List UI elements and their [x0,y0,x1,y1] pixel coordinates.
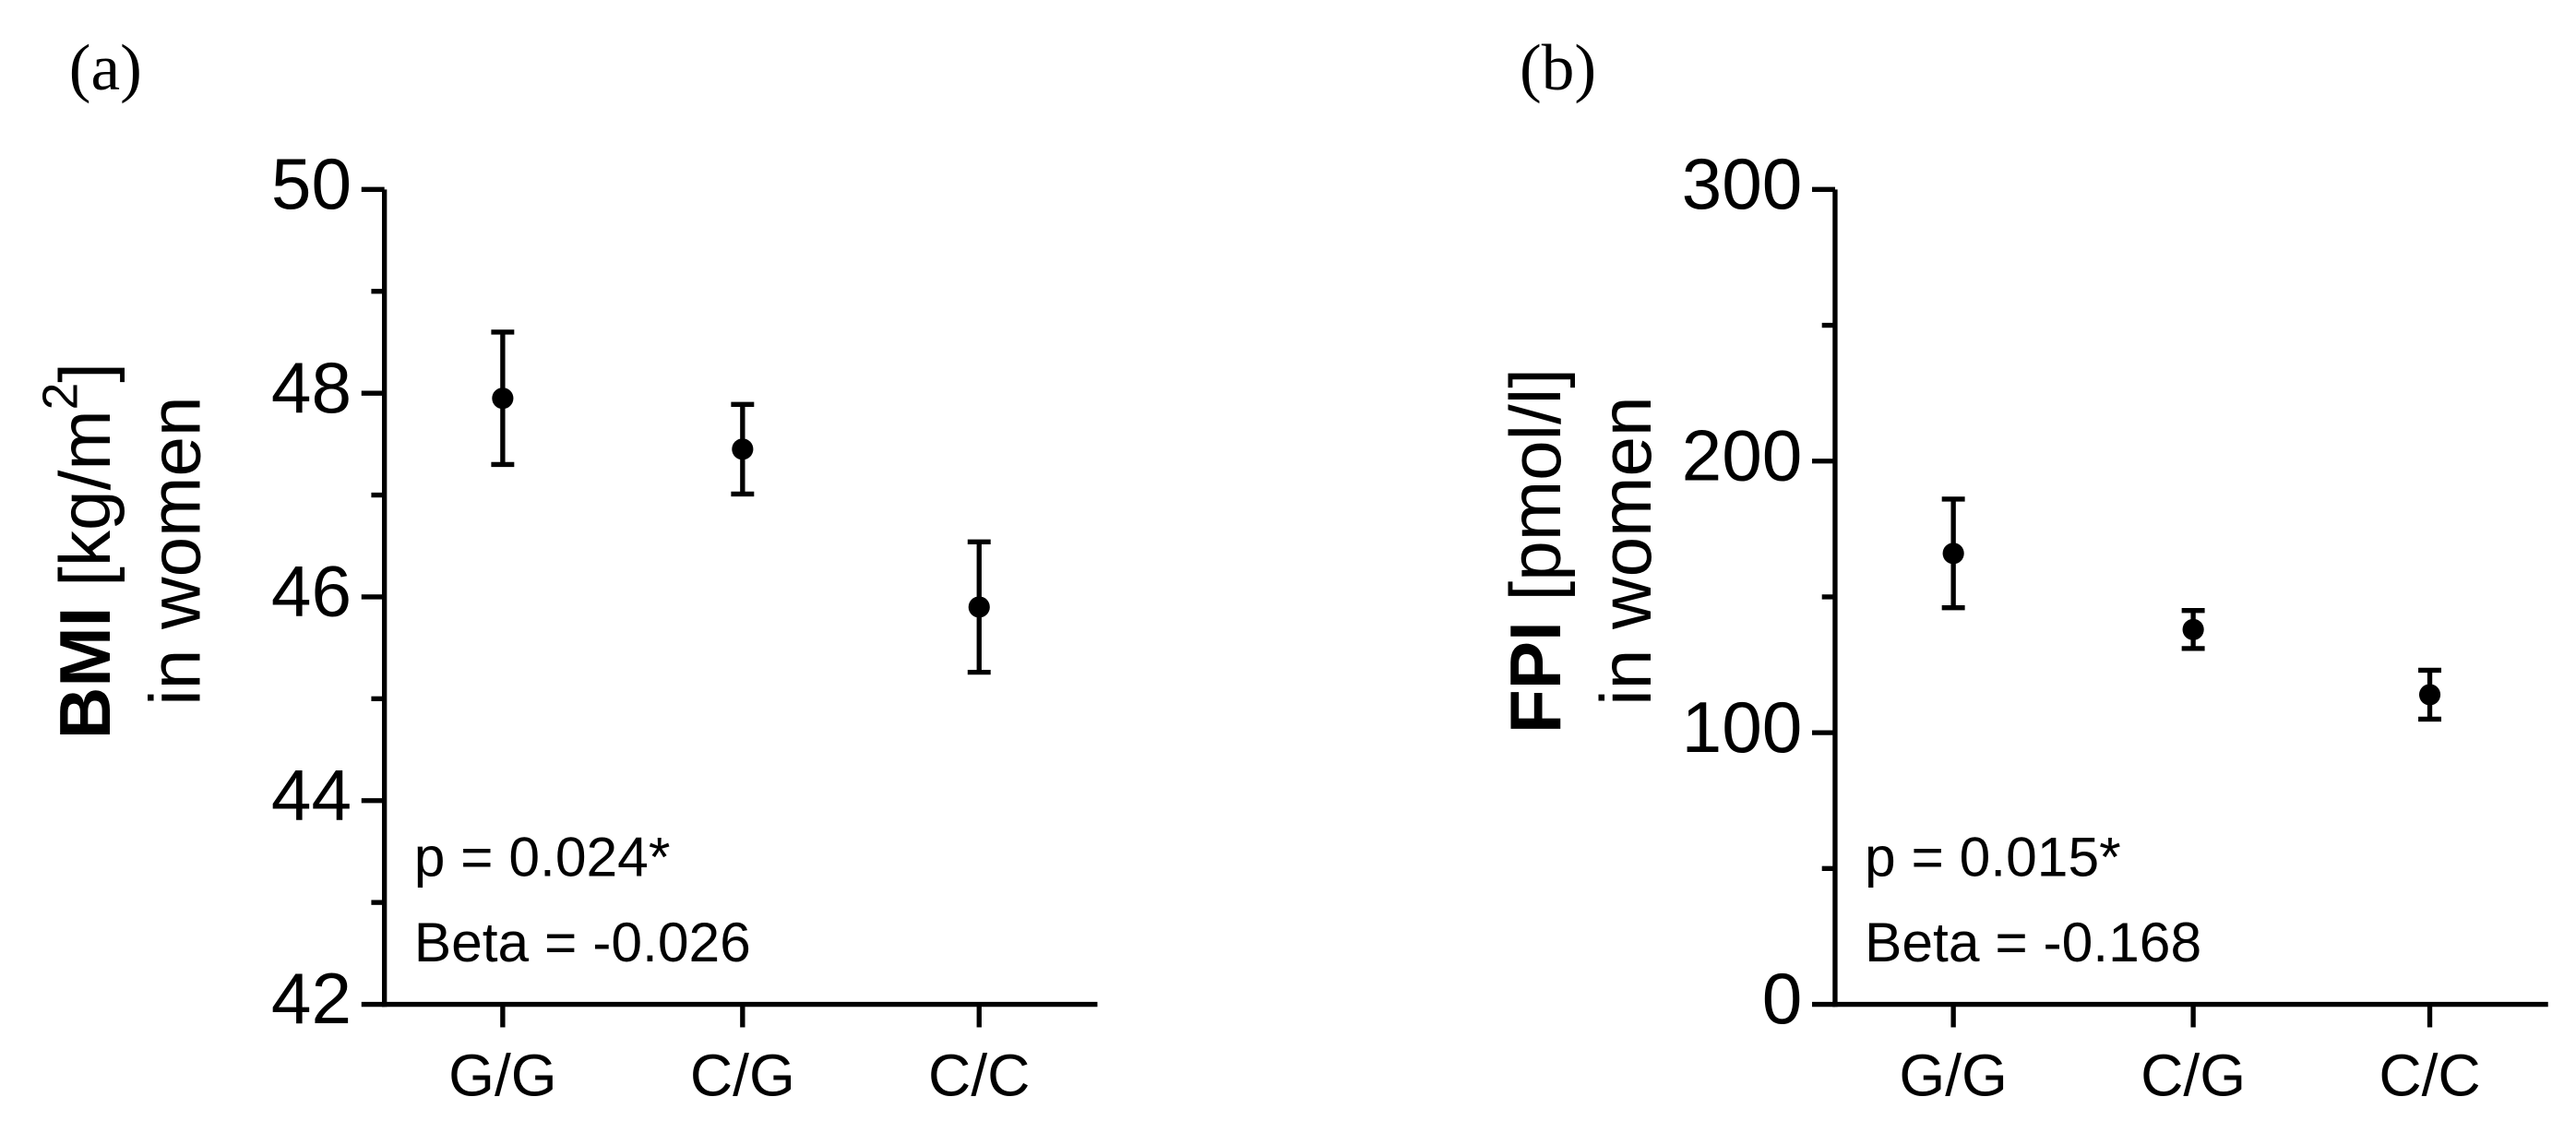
point [732,438,754,460]
y-axis-label: FPI [pmol/l] [1495,368,1576,733]
y-tick-label: 44 [271,754,352,835]
y-tick-label: 0 [1762,958,1803,1039]
x-tick-label: G/G [448,1042,557,1108]
point [1942,543,1964,565]
y-label-bold: BMI [44,607,125,740]
annotation: p = 0.015* [1865,826,2121,889]
y-tick-label: 100 [1682,686,1803,768]
x-tick-label: C/G [2141,1042,2246,1108]
y-axis-label-line2: in women [135,396,216,705]
y-tick-label: 300 [1682,143,1803,224]
annotation: p = 0.024* [414,826,671,889]
annotation: Beta = -0.168 [1865,911,2201,973]
y-tick-label: 50 [271,143,352,224]
y-tick-label: 48 [271,347,352,428]
point [2182,618,2204,640]
y-tick-label: 46 [271,551,352,632]
y-tick-label: 42 [271,958,352,1039]
x-tick-label: C/C [928,1042,1030,1108]
panel-label: (b) [1520,32,1596,104]
point [492,388,514,410]
point [2418,684,2441,706]
x-tick-label: C/C [2379,1042,2480,1108]
x-tick-label: G/G [1899,1042,2008,1108]
y-tick-label: 200 [1682,414,1803,495]
y-label-bold: FPI [1495,621,1576,733]
panel-label: (a) [69,32,142,104]
y-label-close: ] [44,363,125,383]
y-axis-label-line2: in women [1585,396,1666,705]
y-label-sup: 2 [34,383,89,411]
y-label-unit: [kg/m [44,410,125,606]
y-axis-label: BMI [kg/m2] [34,363,125,739]
x-tick-label: C/G [690,1042,795,1108]
point [968,596,990,618]
annotation: Beta = -0.026 [414,911,751,973]
y-label-unit: [pmol/l] [1495,368,1576,621]
